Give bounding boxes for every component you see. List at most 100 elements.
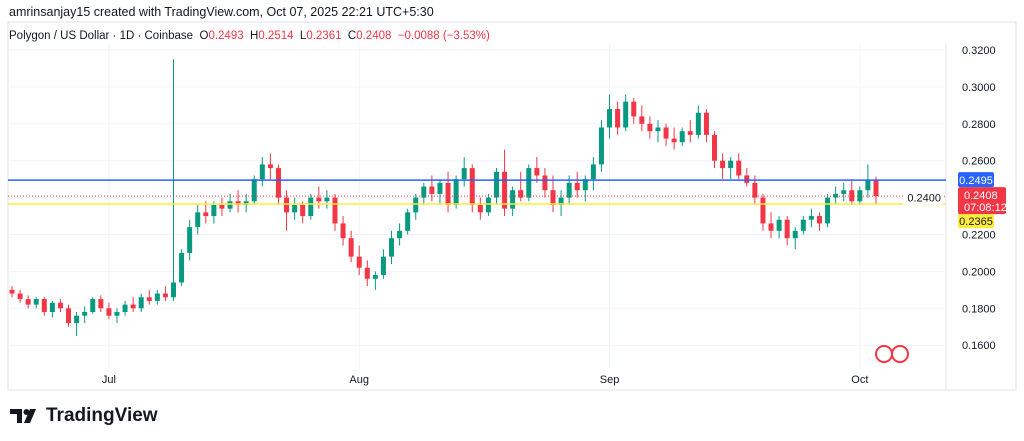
candle-body xyxy=(461,168,467,180)
candle-body xyxy=(170,282,176,298)
candle-body xyxy=(720,160,726,169)
blue-line-price-label: 0.2495 xyxy=(959,175,993,187)
candle-body xyxy=(397,230,403,239)
candle-body xyxy=(768,223,774,231)
candle-body xyxy=(389,238,395,257)
candle-body xyxy=(211,204,217,217)
candle-body xyxy=(251,179,257,202)
candle-body xyxy=(243,201,249,205)
price-tick-label: 0.2000 xyxy=(962,266,996,278)
candle-body xyxy=(348,238,354,257)
flag-icons[interactable] xyxy=(875,345,909,363)
high-label: H xyxy=(250,30,259,42)
candle-body xyxy=(114,311,120,316)
candle-body xyxy=(195,212,201,228)
candle-body xyxy=(623,101,629,128)
price-tick-label: 0.2200 xyxy=(962,230,996,242)
candle-body xyxy=(122,304,128,312)
candle-body xyxy=(639,116,645,124)
candle-body xyxy=(647,123,653,132)
event-flag-icon[interactable] xyxy=(875,345,893,363)
candle-body xyxy=(574,182,580,191)
candle-body xyxy=(582,179,588,191)
tradingview-logo[interactable]: TradingView xyxy=(10,405,158,427)
candle-body xyxy=(284,197,290,213)
yellow-line-price-label: 0.2365 xyxy=(959,216,993,228)
candle-body xyxy=(703,112,709,135)
candle-body xyxy=(179,252,185,283)
candle-body xyxy=(590,164,596,180)
candle-body xyxy=(534,168,540,176)
candle-body xyxy=(833,193,839,198)
candle-body xyxy=(235,201,241,205)
candle-body xyxy=(187,227,193,253)
countdown-label: 07:08:12 xyxy=(964,202,1007,214)
candle-body xyxy=(372,275,378,279)
candle-body xyxy=(267,164,273,169)
candle-body xyxy=(275,168,281,198)
candle-body xyxy=(380,256,386,276)
candle-body xyxy=(33,299,39,305)
candle-body xyxy=(712,134,718,161)
time-axis[interactable]: Jul Aug Sep Oct xyxy=(102,374,869,386)
price-axis[interactable]: 0.3200 0.3000 0.2800 0.2600 0.2400 0.2200 0.20… xyxy=(903,45,996,352)
candle-body xyxy=(332,197,338,224)
candle-body xyxy=(437,182,443,194)
candle-body xyxy=(49,302,55,312)
candle-body xyxy=(865,180,871,191)
credit-line: amrinsanjay15 created with TradingView.c… xyxy=(9,5,434,19)
time-tick-label: Jul xyxy=(102,374,116,386)
price-tick-label: 0.1600 xyxy=(962,340,996,352)
candle-body xyxy=(82,311,88,316)
candle-body xyxy=(841,190,847,194)
candle-body xyxy=(154,293,160,301)
change-value: −0.0088 (−3.53%) xyxy=(397,30,490,42)
candle-body xyxy=(736,160,742,176)
candle-body xyxy=(413,197,419,213)
symbol-title[interactable]: Polygon / US Dollar · 1D · Coinbase xyxy=(9,30,194,42)
candle-body xyxy=(695,112,701,135)
candle-body xyxy=(429,186,435,194)
price-tick-label-background xyxy=(903,190,943,205)
candle-body xyxy=(784,219,790,239)
candle-body xyxy=(510,190,516,209)
candle-body xyxy=(526,168,532,198)
yellow-line-price-tag xyxy=(958,214,994,229)
candle-body xyxy=(421,186,427,198)
symbol-legend: Polygon / US Dollar · 1D · Coinbase O0.2… xyxy=(9,30,490,42)
candle-body xyxy=(760,197,766,224)
tradingview-logo-icon xyxy=(10,409,36,423)
event-flag-icon[interactable] xyxy=(891,345,909,363)
candle-body xyxy=(162,293,168,298)
candle-body xyxy=(316,197,322,202)
price-tick-label: 0.1800 xyxy=(962,303,996,315)
candle-body xyxy=(687,131,693,135)
candle-body xyxy=(41,299,47,312)
candle-body xyxy=(106,308,112,316)
candle-body xyxy=(631,101,637,117)
candle-body xyxy=(776,219,782,231)
candle-body xyxy=(203,212,209,217)
chart-frame xyxy=(7,21,1017,391)
candle-body xyxy=(445,182,451,205)
candle-body xyxy=(405,212,411,231)
candles xyxy=(9,59,879,336)
candle-body xyxy=(744,175,750,183)
candle-body xyxy=(558,197,564,205)
candle-body xyxy=(364,267,370,279)
candle-body xyxy=(518,190,524,198)
time-tick-label: Sep xyxy=(600,374,620,386)
candle-body xyxy=(25,299,31,305)
candle-body xyxy=(130,304,136,309)
candle-body xyxy=(800,219,806,231)
candle-body xyxy=(453,179,459,205)
grid xyxy=(8,44,946,368)
candle-body xyxy=(550,190,556,205)
candle-body xyxy=(138,297,144,309)
candle-body xyxy=(308,197,314,217)
horizontal-lines[interactable] xyxy=(8,179,946,205)
candle-body xyxy=(857,190,863,202)
candle-body xyxy=(219,204,225,209)
